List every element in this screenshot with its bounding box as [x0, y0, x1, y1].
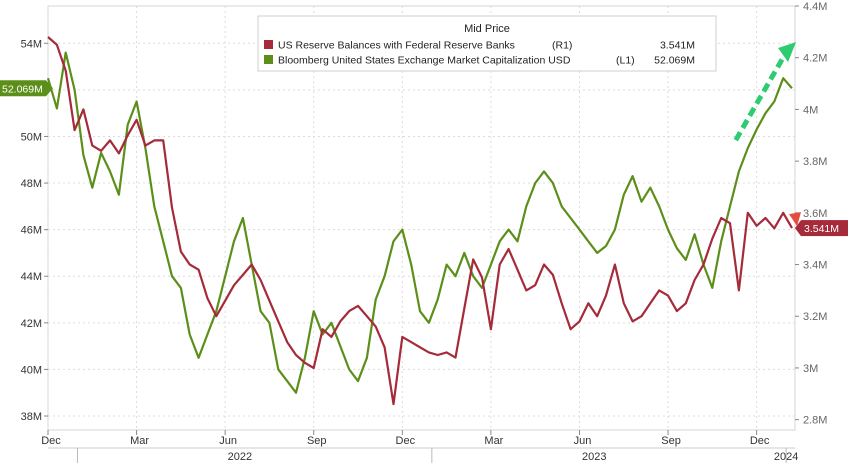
right-tick-label-3-6m: 3.6M: [803, 208, 827, 220]
right-tick-label-4m: 4M: [803, 104, 818, 116]
legend-box: [257, 15, 717, 72]
x-tick-label-dec: Dec: [41, 435, 61, 447]
year-label-2024: 2024: [774, 451, 798, 463]
x-axis: Dec Mar Jun Sep Dec Mar Jun Sep Dec 2022 2023 2024: [41, 430, 798, 463]
chart-title: Mid Price: [464, 23, 510, 35]
x-tick-label-mar: Mar: [484, 435, 503, 447]
series-line-bloomberg-united-states-exchange-market-capitalization-usd: [46, 51, 793, 394]
legend-label-reserve-balances: US Reserve Balances with Federal Reserve…: [278, 40, 515, 52]
right-badge-label: 3.541M: [804, 223, 839, 235]
legend: Mid Price US Reserve Balances with Feder…: [257, 15, 717, 72]
right-tick-label-4-4m: 4.4M: [803, 1, 827, 13]
right-tick-label-3-2m: 3.2M: [803, 311, 827, 323]
left-last-value-badge: 52.069M: [0, 80, 53, 97]
series-line-us-reserve-balances-with-federal-reserve-banks: [47, 36, 793, 406]
legend-axis-tag-reserve-balances: (R1): [552, 40, 572, 52]
right-tick-label-3m: 3M: [803, 363, 818, 375]
year-label-2022: 2022: [228, 451, 252, 463]
x-tick-label-sep: Sep: [661, 435, 681, 447]
left-tick-label-42m: 42M: [21, 318, 42, 330]
x-tick-label-jun: Jun: [574, 435, 592, 447]
last-value-badges: 52.069M 3.541M: [0, 80, 848, 237]
right-tick-label-3-8m: 3.8M: [803, 156, 827, 168]
left-tick-label-44m: 44M: [21, 271, 42, 283]
legend-value-market-cap: 52.069M: [654, 55, 695, 67]
legend-label-market-cap: Bloomberg United States Exchange Market …: [278, 55, 571, 67]
right-tick-label-3-4m: 3.4M: [803, 260, 827, 272]
x-tick-label-sep: Sep: [307, 435, 327, 447]
right-tick-label-4-2m: 4.2M: [803, 53, 827, 65]
trend-arrows: [733, 42, 802, 227]
left-badge-pointer: [46, 80, 53, 97]
left-axis: 38M40M42M44M46M48M50M52M54M: [21, 38, 48, 423]
right-badge-pointer: [795, 220, 801, 237]
left-tick-label-46m: 46M: [21, 225, 42, 237]
right-axis: 2.8M 3M 3.2M 3.4M 3.6M 3.8M 4M 4.2M 4.4M: [795, 1, 827, 427]
right-tick-label-2-8m: 2.8M: [803, 415, 827, 427]
right-badge-bg: [801, 220, 848, 237]
right-last-value-badge: 3.541M: [795, 220, 848, 237]
up-trend-arrow-head: [778, 42, 797, 62]
legend-swatch-reserve-balances: [264, 40, 273, 49]
left-badge-bg: [0, 80, 46, 97]
left-tick-label-50m: 50M: [21, 131, 42, 143]
left-tick-label-38m: 38M: [21, 411, 42, 423]
x-tick-label-dec: Dec: [396, 435, 416, 447]
grid: [47, 5, 796, 431]
x-tick-label-jun: Jun: [219, 435, 237, 447]
x-tick-label-mar: Mar: [130, 435, 149, 447]
left-tick-label-40m: 40M: [21, 364, 42, 376]
up-trend-arrow-shaft: [733, 54, 787, 142]
left-tick-label-54m: 54M: [21, 38, 42, 50]
left-badge-label: 52.069M: [2, 83, 43, 95]
left-tick-label-48m: 48M: [21, 178, 42, 190]
plot-area: [47, 5, 796, 431]
series: [46, 36, 793, 406]
x-tick-label-dec: Dec: [750, 435, 770, 447]
legend-axis-tag-market-cap: (L1): [616, 55, 635, 67]
legend-value-reserve-balances: 3.541M: [660, 40, 695, 52]
down-trend-arrow: [789, 212, 802, 227]
year-label-2023: 2023: [582, 451, 606, 463]
legend-swatch-market-cap: [264, 55, 273, 64]
